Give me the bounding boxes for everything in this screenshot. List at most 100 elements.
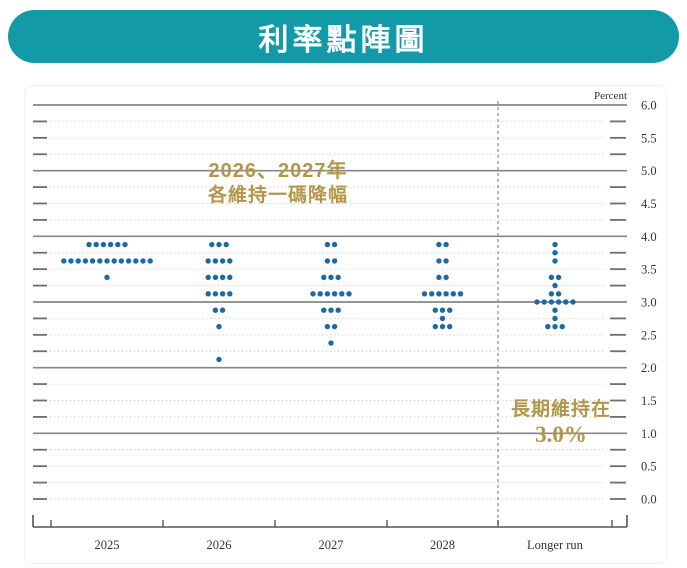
projection-dot [328, 274, 334, 281]
projection-dot [75, 258, 81, 264]
projection-dot [346, 291, 352, 297]
projection-dot [212, 291, 219, 297]
projection-dot [324, 323, 331, 330]
projection-dot [227, 291, 233, 297]
projection-dot [552, 307, 558, 313]
projection-dot [436, 291, 442, 297]
projection-dot [555, 299, 562, 305]
y-tick-label: 3.0 [641, 296, 657, 310]
projection-dot [321, 307, 327, 313]
y-tick-label: 0.0 [641, 493, 657, 507]
projection-dot [216, 241, 222, 248]
projection-dot [563, 299, 569, 305]
projection-dot [227, 274, 233, 281]
projection-dot [205, 258, 211, 264]
projection-dot [432, 307, 438, 313]
y-tick-label: 5.5 [641, 131, 657, 145]
projection-dot [111, 258, 117, 264]
projection-dot [555, 274, 562, 281]
projection-dot [335, 307, 341, 313]
page-title: 利率點陣圖 [258, 23, 429, 57]
projection-dot [436, 274, 442, 281]
projection-dot [443, 291, 449, 297]
x-category-label: 2027 [319, 538, 344, 552]
projection-dot [552, 258, 558, 264]
projection-dot [125, 258, 132, 264]
annotation-line: 2026、2027年 [208, 160, 348, 182]
annotation-longer-run: 長期維持在 3.0% [511, 399, 611, 448]
projection-dot [443, 274, 449, 281]
projection-dot [317, 291, 323, 297]
projection-dot [97, 258, 103, 264]
projection-dot [552, 282, 558, 289]
y-tick-label: 4.5 [641, 197, 657, 211]
projection-dot [205, 291, 211, 297]
projection-dot [140, 258, 146, 264]
projection-dot [570, 299, 576, 305]
projection-dot [548, 291, 555, 297]
projection-dot [219, 307, 226, 313]
projection-dot [324, 241, 331, 248]
projection-dot [450, 291, 456, 297]
y-axis-unit-label: Percent [594, 90, 627, 102]
projection-dot [122, 241, 128, 248]
projection-dot [216, 323, 222, 330]
y-tick-label: 5.0 [641, 164, 657, 178]
projection-dot [104, 274, 110, 281]
y-tick-label: 2.0 [641, 361, 657, 375]
annotation-value: 3.0% [535, 422, 587, 448]
projection-dot [107, 241, 114, 248]
annotation-2026-2027: 2026、2027年 各維持一碼降幅 [208, 160, 348, 207]
y-tick-label: 1.5 [641, 394, 657, 408]
projection-dot [324, 258, 331, 264]
projection-dot [339, 291, 345, 297]
x-category-label: 2026 [207, 538, 232, 552]
projection-dot [552, 315, 558, 322]
projection-dot [335, 274, 341, 281]
projection-dot [432, 323, 438, 330]
projection-dot [216, 356, 222, 363]
projection-dot [443, 258, 449, 264]
projection-dot [328, 307, 334, 313]
projection-dot [457, 291, 464, 297]
projection-dot [552, 323, 558, 330]
projection-dot [443, 241, 449, 248]
projection-dot [552, 241, 558, 248]
projection-dot [212, 274, 219, 281]
projection-dot [421, 291, 428, 297]
y-tick-label: 2.5 [641, 328, 657, 342]
projection-dot [68, 258, 74, 264]
y-tick-label: 6.0 [641, 99, 657, 113]
x-category-label: Longer run [527, 538, 584, 552]
projection-dot [331, 291, 338, 297]
projection-dot [439, 307, 446, 313]
projection-dot [219, 274, 226, 281]
projection-dot [436, 241, 442, 248]
projection-dot [310, 291, 316, 297]
projection-dot [223, 241, 229, 248]
projection-dot [115, 241, 121, 248]
projection-dot [82, 258, 89, 264]
projection-dot [93, 241, 99, 248]
projection-dot [555, 291, 562, 297]
projection-dot [429, 291, 435, 297]
projection-dot [61, 258, 67, 264]
projection-dot [209, 241, 215, 248]
projection-dot [147, 258, 153, 264]
chart-card [24, 85, 667, 564]
projection-dot [324, 291, 331, 297]
projection-dot [86, 241, 92, 248]
projection-dot [321, 274, 327, 281]
projection-dot [100, 241, 107, 248]
projection-dot [104, 258, 110, 264]
projection-dot [219, 291, 226, 297]
projection-dot [559, 323, 565, 330]
projection-dot [548, 274, 555, 281]
projection-dot [227, 258, 233, 264]
projection-dot [331, 241, 338, 248]
projection-dot [548, 299, 555, 305]
projection-dot [328, 340, 334, 346]
projection-dot [331, 323, 338, 330]
y-tick-label: 3.5 [641, 263, 657, 277]
